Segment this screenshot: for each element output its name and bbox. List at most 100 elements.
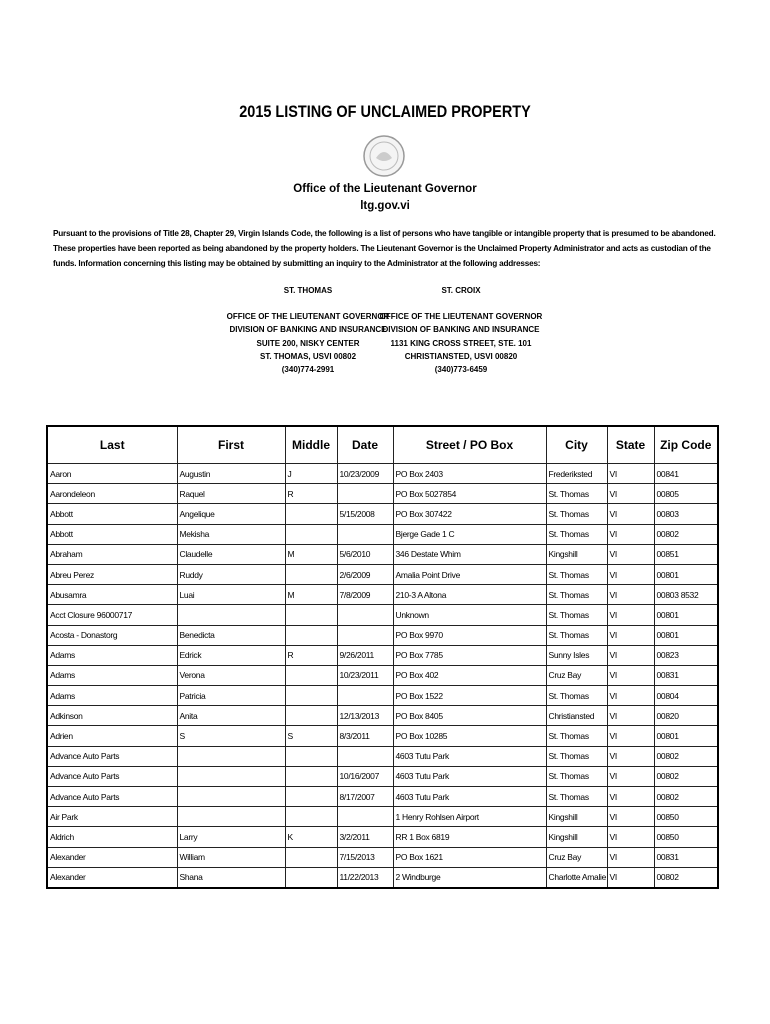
- cell-first: [176, 765, 286, 788]
- cell-date: 10/16/2007: [336, 765, 394, 788]
- cell-zip: 00802: [653, 785, 719, 808]
- table-row: Aarondeleon Raquel R PO Box 5027854 St. Thom…: [46, 483, 719, 505]
- column-header-state: State: [606, 425, 655, 464]
- cell-first: Mekisha: [176, 523, 286, 545]
- cell-city: Cruz Bay: [545, 846, 608, 868]
- cell-middle: [284, 705, 338, 727]
- cell-middle: R: [284, 644, 338, 666]
- intro-paragraph: Pursuant to the provisions of Title 28, …: [53, 229, 716, 268]
- cell-middle: [284, 846, 338, 868]
- cell-zip: 00851: [653, 543, 719, 565]
- cell-zip: 00801: [653, 624, 719, 646]
- column-header-zip: Zip Code: [653, 425, 719, 464]
- cell-state: VI: [606, 503, 655, 525]
- cell-zip: 00831: [653, 846, 719, 868]
- address-line: OFFICE OF THE LIEUTENANT GOVERNOR: [226, 312, 390, 322]
- cell-middle: [284, 523, 338, 545]
- cell-zip: 00805: [653, 483, 719, 505]
- cell-date: [336, 523, 394, 545]
- cell-state: VI: [606, 765, 655, 788]
- address-line: DIVISION OF BANKING AND INSURANCE: [229, 325, 387, 335]
- cell-first: Ruddy: [176, 563, 286, 586]
- cell-first: Shana: [176, 866, 286, 889]
- cell-last: Alexander: [46, 846, 178, 868]
- cell-date: [336, 604, 394, 626]
- cell-date: [336, 806, 394, 828]
- cell-middle: [284, 765, 338, 788]
- cell-middle: J: [284, 462, 338, 485]
- cell-last: Abreu Perez: [46, 563, 178, 586]
- cell-middle: [284, 866, 338, 889]
- cell-street: 346 Destate Whim: [392, 543, 547, 565]
- column-header-last: Last: [46, 425, 178, 464]
- cell-last: Adams: [46, 664, 178, 687]
- cell-date: 3/2/2011: [336, 826, 394, 848]
- cell-city: St. Thomas: [545, 483, 608, 505]
- table-header-row: Last First Middle Date Street / PO Box City St…: [46, 425, 719, 464]
- cell-middle: [284, 624, 338, 646]
- unclaimed-property-table: Last First Middle Date Street / PO Box City St…: [46, 425, 719, 889]
- cell-street: 4603 Tutu Park: [392, 785, 547, 808]
- table-row: Abusamra Luai M 7/8/2009 210-3 A Altona St. …: [46, 584, 719, 606]
- cell-zip: 00820: [653, 705, 719, 727]
- cell-middle: [284, 685, 338, 707]
- cell-first: Patricia: [176, 685, 286, 707]
- address-line: SUITE 200, NISKY CENTER: [256, 338, 360, 348]
- cell-city: St. Thomas: [545, 785, 608, 808]
- cell-date: 10/23/2009: [336, 462, 394, 485]
- cell-street: PO Box 1522: [392, 685, 547, 707]
- cell-middle: [284, 604, 338, 626]
- cell-zip: 00802: [653, 745, 719, 767]
- cell-street: Amalia Point Drive: [392, 563, 547, 586]
- address-line: OFFICE OF THE LIEUTENANT GOVERNOR: [379, 312, 543, 322]
- cell-middle: [284, 503, 338, 525]
- cell-zip: 00803: [653, 503, 719, 525]
- cell-street: 4603 Tutu Park: [392, 745, 547, 767]
- cell-city: Kingshill: [545, 543, 608, 565]
- island-name: ST. THOMAS: [283, 286, 333, 295]
- column-header-date: Date: [336, 425, 394, 464]
- table-row: Adams Edrick R 9/26/2011 PO Box 7785 Sunny Is…: [46, 644, 719, 666]
- cell-street: PO Box 5027854: [392, 483, 547, 505]
- cell-last: Air Park: [46, 806, 178, 828]
- address-line: DIVISION OF BANKING AND INSURANCE: [382, 325, 540, 335]
- cell-city: Christiansted: [545, 705, 608, 727]
- cell-date: 12/13/2013: [336, 705, 394, 727]
- cell-city: St. Thomas: [545, 563, 608, 586]
- table-row: Alexander William 7/15/2013 PO Box 1621 Cruz…: [46, 846, 719, 868]
- cell-first: Edrick: [176, 644, 286, 666]
- cell-city: Charlotte Amalie: [545, 866, 608, 889]
- cell-state: VI: [606, 584, 655, 606]
- cell-first: [176, 806, 286, 828]
- cell-zip: 00802: [653, 866, 719, 889]
- address-phone: (340)773-6459: [434, 365, 488, 375]
- cell-last: Abbott: [46, 503, 178, 525]
- table-row: Abbott Angelique 5/15/2008 PO Box 307422 St.…: [46, 503, 719, 525]
- cell-street: 2 Windburge: [392, 866, 547, 889]
- address-line: ST. THOMAS, USVI 00802: [259, 351, 357, 361]
- cell-date: 8/3/2011: [336, 725, 394, 747]
- cell-street: PO Box 402: [392, 664, 547, 687]
- cell-last: Adrien: [46, 725, 178, 747]
- table-row: Advance Auto Parts 8/17/2007 4603 Tutu Par…: [46, 785, 719, 808]
- cell-zip: 00803 8532: [653, 584, 719, 606]
- cell-city: Kingshill: [545, 826, 608, 848]
- cell-last: Advance Auto Parts: [46, 765, 178, 788]
- cell-zip: 00802: [653, 523, 719, 545]
- cell-first: Claudelle: [176, 543, 286, 565]
- website-link[interactable]: ltg.gov.vi: [360, 200, 410, 212]
- cell-city: Frederiksted: [545, 462, 608, 485]
- cell-middle: [284, 664, 338, 687]
- cell-street: Bjerge Gade 1 C: [392, 523, 547, 545]
- cell-first: S: [176, 725, 286, 747]
- cell-city: St. Thomas: [545, 765, 608, 788]
- cell-first: Luai: [176, 584, 286, 606]
- table-row: Abbott Mekisha Bjerge Gade 1 C St. Thomas VI…: [46, 523, 719, 545]
- cell-first: Verona: [176, 664, 286, 687]
- cell-zip: 00801: [653, 604, 719, 626]
- cell-last: Acosta - Donastorg: [46, 624, 178, 646]
- cell-city: St. Thomas: [545, 685, 608, 707]
- table-row: Abreu Perez Ruddy 2/6/2009 Amalia Point Dri…: [46, 563, 719, 586]
- cell-state: VI: [606, 644, 655, 666]
